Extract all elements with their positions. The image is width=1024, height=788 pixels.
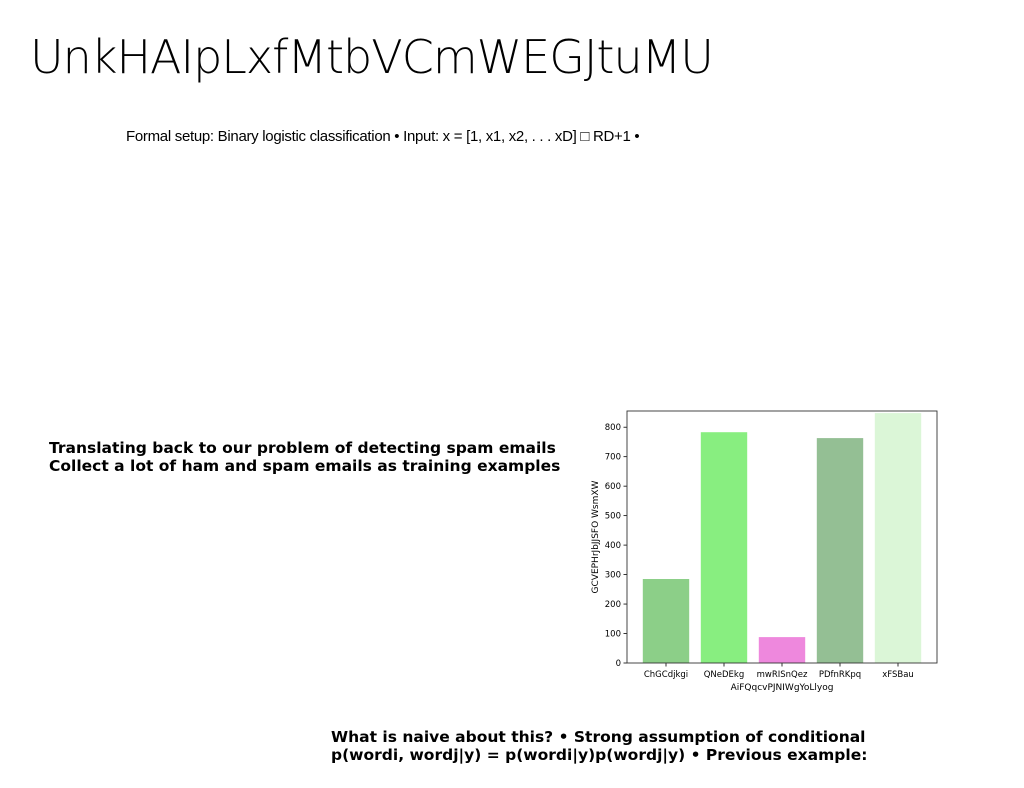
x-tick-label: xFSBau	[882, 670, 914, 680]
x-tick-label: ChGCdjkgi	[644, 670, 688, 680]
x-axis-label: AiFQqcvPJNIWgYoLlyog	[731, 683, 834, 693]
bar-chart: ChGCdjkgi QNeDEkg mwRISnQez PDfnRKpq xFSBau 0…	[586, 404, 942, 694]
plot-frame	[626, 410, 938, 664]
y-tick-label: 0	[616, 659, 621, 669]
bar	[642, 579, 690, 663]
bar-chart-svg: ChGCdjkgi QNeDEkg mwRISnQez PDfnRKpq xFSBau 0…	[591, 410, 938, 693]
y-tick-label: 400	[605, 541, 621, 551]
x-tick-label: QNeDEkg	[704, 670, 745, 680]
naive-paragraph: What is naive about this? • Strong assum…	[331, 728, 867, 764]
paragraph-line: Collect a lot of ham and spam emails as …	[49, 457, 561, 475]
spam-paragraph: Translating back to our problem of detec…	[49, 439, 560, 475]
y-tick-label: 600	[605, 482, 621, 492]
y-tick-label: 300	[605, 571, 621, 581]
y-tick-label: 800	[605, 423, 621, 433]
bar	[816, 438, 864, 663]
y-tick-label: 200	[605, 600, 621, 610]
x-tick-label: mwRISnQez	[757, 670, 808, 680]
y-tick-label: 700	[605, 453, 621, 463]
bar	[700, 432, 748, 663]
paragraph-line: Translating back to our problem of detec…	[49, 439, 556, 457]
y-axis-label: GCVEPHrJbJJSFO WsmXW	[591, 480, 601, 593]
bar	[874, 413, 922, 663]
paragraph-line: p(wordi, wordj|y) = p(wordi|y)p(wordj|y)…	[331, 746, 868, 764]
y-tick-label: 100	[605, 630, 621, 640]
x-tick-label: PDfnRKpq	[819, 670, 861, 680]
bar	[758, 637, 806, 663]
paragraph-line: What is naive about this? • Strong assum…	[331, 728, 866, 746]
y-tick-label: 500	[605, 512, 621, 522]
slide-title: UnkHAIpLxfMtbVCmWEGJtuMU	[30, 30, 714, 84]
setup-line: Formal setup: Binary logistic classifica…	[126, 128, 640, 145]
